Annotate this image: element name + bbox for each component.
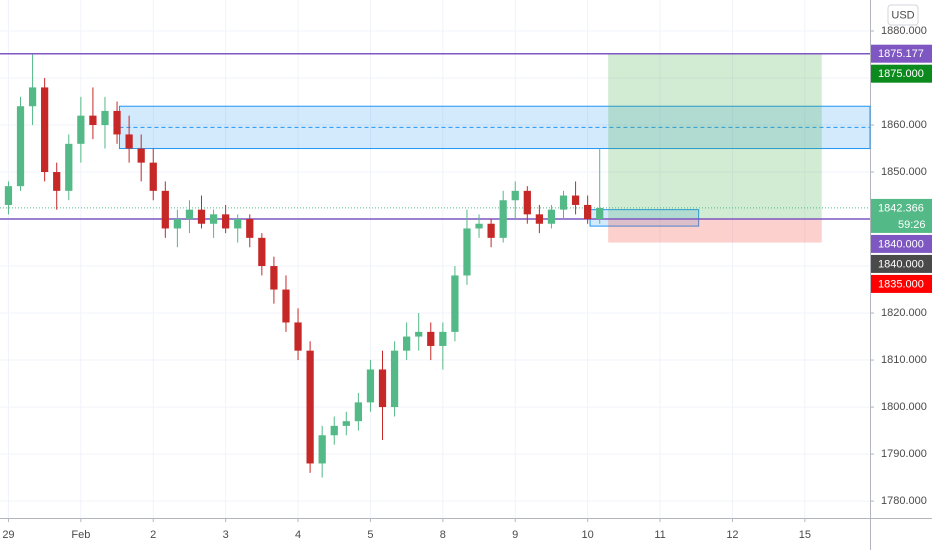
candle-body	[523, 190, 531, 215]
x-tick-label: 29	[2, 529, 14, 541]
price-label-box	[871, 44, 932, 63]
candle-body	[306, 350, 314, 464]
x-tick-label: 5	[367, 529, 373, 541]
candle-body	[89, 115, 97, 126]
candle-body	[53, 172, 61, 191]
candle-body	[366, 369, 375, 403]
y-tick-label: 1860.000	[881, 119, 927, 131]
candle-body	[475, 223, 483, 229]
candle-body	[511, 190, 519, 201]
candle-body	[173, 219, 181, 229]
candle-body	[222, 214, 230, 229]
candle-body	[209, 214, 218, 224]
y-tick-label: 1800.000	[881, 401, 927, 413]
candle-body	[16, 106, 25, 187]
candle-body	[270, 266, 278, 290]
price-label: 1875.177	[878, 48, 924, 60]
loss-zone	[608, 219, 822, 243]
currency[interactable]: USD	[891, 9, 914, 21]
candle-body	[246, 219, 254, 238]
x-tick-label: 15	[799, 529, 811, 541]
candle-body	[4, 186, 13, 205]
candle-body	[282, 289, 290, 323]
price-label-box	[871, 254, 932, 273]
candle-body	[596, 207, 604, 220]
price-label-box	[871, 198, 932, 233]
candle-body	[378, 369, 387, 408]
candle-body	[451, 275, 459, 332]
candle-body	[137, 148, 145, 163]
y-tick-label: 1880.000	[881, 25, 927, 37]
candle-body	[439, 331, 447, 346]
price-label-box	[871, 274, 932, 293]
currency-box[interactable]	[887, 4, 919, 26]
candle-body	[41, 87, 49, 173]
y-tick-label: 1850.000	[881, 166, 927, 178]
price-label-box	[871, 64, 932, 83]
candle-body	[535, 214, 543, 224]
candle-body	[77, 115, 85, 144]
x-tick-label: 9	[512, 529, 518, 541]
x-tick-label: 3	[223, 529, 229, 541]
price-label: 1840.000	[878, 238, 924, 250]
price-label: 1875.000	[878, 68, 924, 80]
candle-body	[28, 87, 37, 107]
candle-body	[427, 331, 435, 346]
y-tick-label: 1810.000	[881, 354, 927, 366]
candle-body	[101, 110, 109, 126]
price-label: 1840.000	[878, 258, 924, 270]
x-tick-label: Feb	[71, 529, 90, 541]
x-tick-label: 10	[582, 529, 594, 541]
countdown: 59:26	[898, 219, 926, 231]
candle-body	[403, 336, 411, 351]
candle-body	[318, 435, 326, 464]
candle-body	[234, 219, 242, 229]
candle-body	[294, 322, 302, 351]
candle-body	[487, 223, 495, 238]
candle-body	[125, 134, 133, 149]
candle-body	[149, 162, 157, 191]
candle-body	[499, 200, 507, 238]
y-tick-label: 1780.000	[881, 495, 927, 507]
candle-body	[161, 190, 169, 229]
candle-body	[65, 143, 73, 191]
candle-body	[258, 237, 266, 267]
price-label: 1835.000	[878, 278, 924, 290]
price-label: 1842.366	[878, 202, 924, 214]
candle-body	[330, 425, 338, 436]
y-tick-label: 1790.000	[881, 448, 927, 460]
candle-body	[584, 204, 592, 220]
candle-body	[415, 331, 423, 337]
candle-body	[547, 209, 556, 224]
x-tick-label: 2	[150, 529, 156, 541]
profit-zone	[608, 54, 822, 220]
candle-body	[463, 228, 471, 276]
candle-body	[390, 350, 399, 408]
x-tick-label: 12	[726, 529, 738, 541]
candle-body	[571, 195, 580, 205]
candle-body	[342, 421, 350, 426]
candle-body	[559, 195, 568, 210]
candle-body	[354, 402, 362, 422]
candle-body	[185, 209, 194, 220]
x-tick-label: 8	[440, 529, 446, 541]
x-tick-label: 4	[295, 529, 301, 541]
y-tick-label: 1820.000	[881, 307, 927, 319]
candle-body	[113, 110, 121, 135]
candle-body	[197, 209, 206, 224]
x-tick-label: 11	[654, 529, 665, 541]
price-label-box	[871, 234, 932, 253]
